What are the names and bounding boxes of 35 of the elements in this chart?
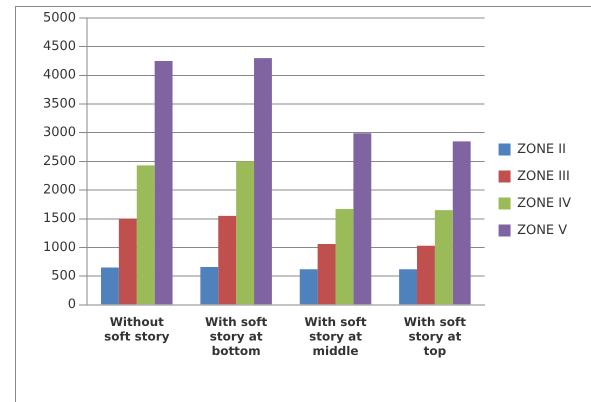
bar — [318, 244, 336, 304]
bar — [452, 141, 471, 304]
bar — [218, 216, 236, 304]
y-tick-label: 1500 — [42, 211, 76, 226]
y-tick-label: 4000 — [42, 68, 76, 83]
bar — [300, 269, 318, 304]
bar — [416, 246, 435, 304]
y-tick-label: 2000 — [42, 182, 76, 198]
bar — [154, 61, 173, 304]
bar — [254, 58, 272, 304]
y-tick-label: 2500 — [42, 154, 76, 169]
bar — [100, 268, 119, 304]
bar — [236, 161, 254, 304]
bar — [399, 269, 417, 304]
legend-label: ZONE II — [517, 142, 566, 157]
x-tick-label: With soft story at bottom — [205, 315, 268, 358]
y-tick-label: 4500 — [42, 39, 76, 54]
y-tick-label: 0 — [68, 297, 76, 312]
x-tick-label: With soft story at middle — [304, 315, 367, 358]
bar — [200, 266, 218, 304]
y-tick-label: 5000 — [42, 10, 76, 26]
y-tick-label: 3500 — [42, 96, 76, 112]
x-tick-label: With soft story at top — [404, 315, 466, 358]
bar — [434, 210, 453, 304]
x-tick-label: Without soft story — [104, 315, 170, 344]
bar — [336, 209, 354, 304]
y-tick-label: 3000 — [42, 125, 76, 140]
bar — [118, 218, 137, 304]
legend-label: ZONE V — [517, 222, 568, 238]
legend-label: ZONE III — [517, 168, 570, 184]
y-tick-label: 1000 — [42, 240, 76, 255]
y-tick-label: 500 — [51, 268, 76, 284]
bar — [353, 133, 372, 304]
legend-label: ZONE IV — [517, 196, 572, 211]
bar — [136, 165, 155, 304]
